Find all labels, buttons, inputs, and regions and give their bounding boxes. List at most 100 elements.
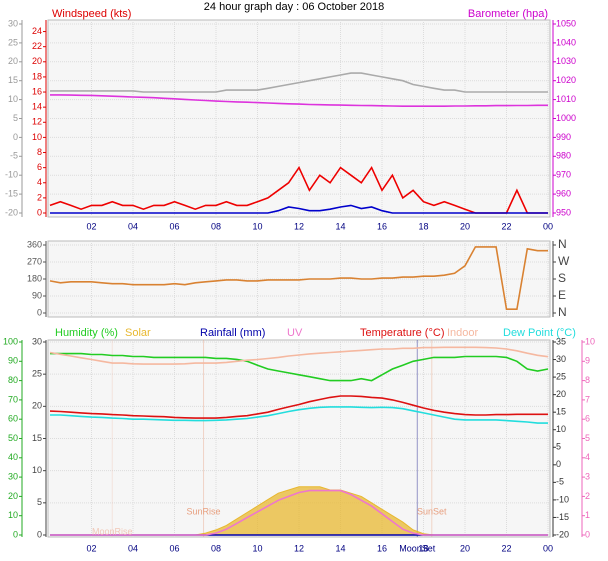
- y-tick-label: N: [558, 237, 567, 251]
- y-tick-label: 1050: [556, 18, 576, 28]
- x-tick-label: 02: [86, 221, 96, 231]
- y-tick-label: 7: [585, 394, 590, 404]
- annotation: SunRise: [187, 506, 221, 516]
- series-line: [49, 346, 549, 365]
- y-tick-label: 25: [8, 37, 18, 47]
- y-tick-label: 25: [32, 369, 42, 379]
- y-tick-label: 970: [556, 170, 571, 180]
- y-tick-label: 25: [556, 371, 566, 381]
- annotation: MoonSet: [399, 543, 436, 553]
- x-tick-label: 00: [543, 543, 553, 553]
- y-tick-label: 30: [32, 336, 42, 346]
- x-tick-label: 18: [418, 221, 428, 231]
- series-line: [50, 352, 549, 382]
- series-line: [49, 395, 548, 419]
- series-line: [50, 489, 548, 536]
- y-tick-label: 16: [32, 86, 42, 96]
- x-tick-label: 22: [501, 543, 511, 553]
- y-tick-label: 0: [37, 307, 42, 317]
- x-tick-label: 12: [294, 543, 304, 553]
- y-tick-label: 990: [556, 132, 571, 142]
- y-tick-label: 5: [556, 442, 561, 452]
- x-tick-label: 02: [86, 543, 96, 553]
- y-tick-label: 20: [8, 56, 18, 66]
- y-tick-label: 0: [585, 529, 590, 539]
- y-tick-label: 24: [32, 26, 42, 36]
- axis-title: Barometer (hpa): [468, 8, 548, 20]
- y-tick-label: 6: [37, 162, 42, 172]
- y-tick-label: 80: [8, 375, 18, 385]
- x-tick-label: 18: [418, 543, 428, 553]
- y-tick-label: N: [558, 305, 567, 319]
- y-tick-label: 180: [27, 273, 42, 283]
- y-tick-label: 12: [32, 117, 42, 127]
- y-tick-label: 8: [37, 147, 42, 157]
- x-tick-label: 22: [501, 221, 511, 231]
- y-tick-label: 40: [8, 452, 18, 462]
- y-tick-label: 30: [8, 471, 18, 481]
- y-tick-label: 15: [556, 407, 566, 417]
- y-tick-label: 20: [32, 56, 42, 66]
- y-tick-label: S: [558, 271, 566, 285]
- y-tick-label: 1020: [556, 75, 576, 85]
- y-tick-label: 980: [556, 151, 571, 161]
- legend-entry: Humidity (%): [55, 327, 118, 339]
- y-tick-label: 0: [13, 132, 18, 142]
- series-line: [50, 406, 548, 424]
- y-tick-label: 1030: [556, 56, 576, 66]
- x-tick-label: 08: [211, 221, 221, 231]
- y-tick-label: 10: [556, 424, 566, 434]
- y-tick-label: 10: [8, 94, 18, 104]
- x-tick-label: 04: [128, 221, 138, 231]
- legend-entry: UV: [287, 327, 303, 339]
- y-tick-label: -5: [10, 151, 18, 161]
- y-tick-label: 10: [32, 132, 42, 142]
- y-tick-label: 60: [8, 414, 18, 424]
- x-tick-label: 14: [335, 221, 345, 231]
- legend-entry: Indoor: [447, 327, 479, 339]
- y-tick-label: 0: [13, 529, 18, 539]
- series-line: [50, 94, 548, 107]
- series-line: [50, 72, 548, 93]
- x-tick-label: 20: [460, 543, 470, 553]
- y-tick-label: 5: [13, 113, 18, 123]
- legend-entry: Solar: [125, 327, 151, 339]
- y-tick-label: 18: [32, 71, 42, 81]
- y-tick-label: -5: [556, 477, 564, 487]
- y-tick-label: 8: [585, 375, 590, 385]
- y-tick-label: 90: [32, 290, 42, 300]
- y-tick-label: 50: [8, 433, 18, 443]
- y-tick-label: 0: [37, 207, 42, 217]
- y-tick-label: 15: [8, 75, 18, 85]
- series-line: [49, 246, 548, 310]
- y-tick-label: E: [558, 288, 566, 302]
- y-tick-label: 15: [32, 433, 42, 443]
- y-tick-label: -15: [5, 188, 18, 198]
- y-tick-label: 100: [3, 336, 18, 346]
- y-tick-label: 0: [37, 529, 42, 539]
- y-tick-label: 2: [585, 491, 590, 501]
- y-tick-label: 1000: [556, 113, 576, 123]
- y-tick-label: 1040: [556, 37, 576, 47]
- y-tick-label: 2: [37, 192, 42, 202]
- annotation: MoonRise: [92, 526, 133, 536]
- y-tick-label: 4: [585, 452, 590, 462]
- y-tick-label: 20: [32, 401, 42, 411]
- x-tick-label: 10: [252, 543, 262, 553]
- y-tick-label: 70: [8, 394, 18, 404]
- y-tick-label: 0: [556, 459, 561, 469]
- y-tick-label: 9: [585, 356, 590, 366]
- y-tick-label: 5: [37, 497, 42, 507]
- x-tick-label: 20: [460, 221, 470, 231]
- y-tick-label: 10: [585, 336, 595, 346]
- y-tick-label: 22: [32, 41, 42, 51]
- y-tick-label: -10: [556, 494, 569, 504]
- legend-entry: Dew Point (°C): [503, 327, 576, 339]
- y-tick-label: 4: [37, 177, 42, 187]
- x-tick-label: 16: [377, 543, 387, 553]
- y-tick-label: 950: [556, 207, 571, 217]
- x-tick-label: 10: [252, 221, 262, 231]
- series-line: [49, 165, 548, 214]
- y-tick-label: -20: [5, 207, 18, 217]
- y-tick-label: 5: [585, 433, 590, 443]
